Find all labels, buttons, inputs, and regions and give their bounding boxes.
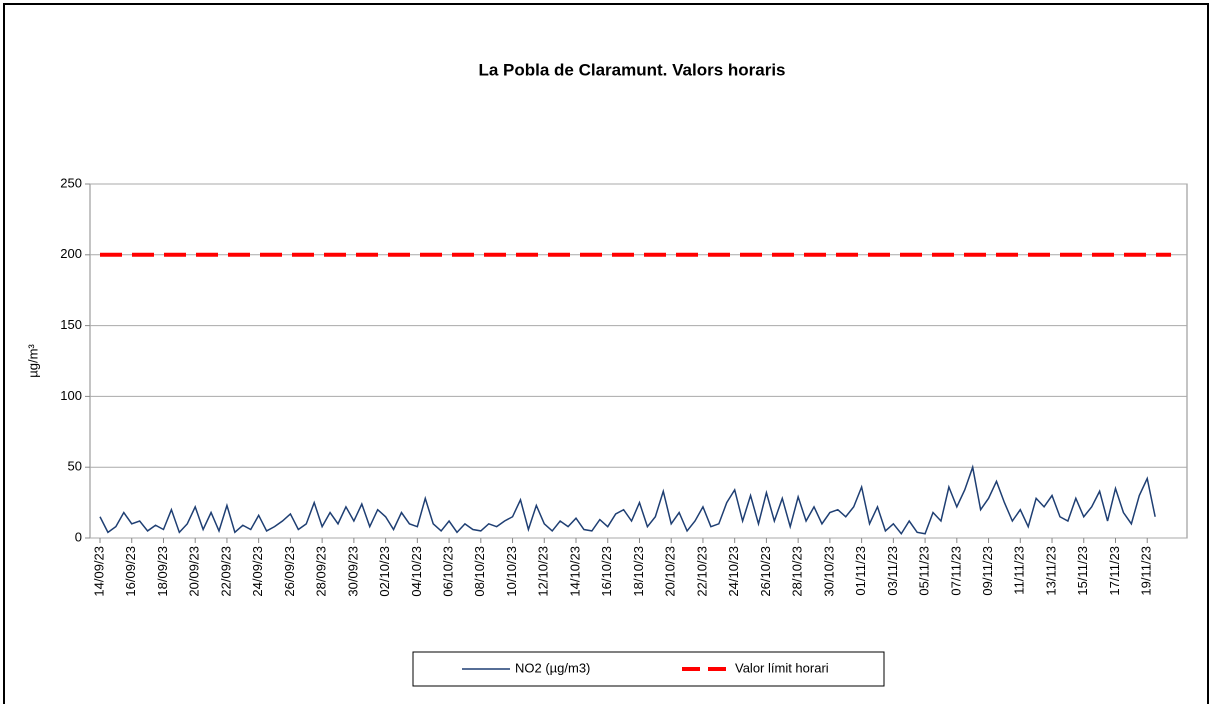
x-tick-label: 16/09/23 — [123, 546, 138, 597]
x-tick-label: 24/10/23 — [726, 546, 741, 597]
x-tick-label: 14/10/23 — [567, 546, 582, 597]
y-axis-label: µg/m³ — [25, 344, 40, 378]
x-tick-label: 30/10/23 — [821, 546, 836, 597]
x-tick-label: 04/10/23 — [409, 546, 424, 597]
x-tick-label: 02/10/23 — [377, 546, 392, 597]
plot-area — [89, 183, 1188, 539]
x-tick-label: 18/10/23 — [631, 546, 646, 597]
x-tick-label: 30/09/23 — [345, 546, 360, 597]
x-tick-label: 01/11/23 — [853, 546, 868, 596]
y-tick-label: 200 — [60, 246, 82, 261]
x-tick-label: 03/11/23 — [885, 546, 900, 596]
chart-title: La Pobla de Claramunt. Valors horaris — [478, 60, 785, 79]
x-tick-label: 12/10/23 — [536, 546, 551, 597]
x-tick-label: 11/11/23 — [1012, 546, 1027, 595]
x-tick-label: 09/11/23 — [980, 546, 995, 596]
x-tick-label: 18/09/23 — [155, 546, 170, 597]
y-tick-label: 50 — [68, 459, 82, 474]
x-tick-label: 26/09/23 — [282, 546, 297, 597]
x-tick-label: 07/11/23 — [948, 546, 963, 596]
legend-label: NO2 (µg/m3) — [515, 660, 590, 675]
x-tick-label: 15/11/23 — [1075, 546, 1090, 596]
series-line — [99, 464, 1156, 536]
x-tick-label: 13/11/23 — [1043, 546, 1058, 596]
y-tick-label: 150 — [60, 317, 82, 332]
x-tick-label: 19/11/23 — [1139, 546, 1154, 596]
x-tick-label: 08/10/23 — [472, 546, 487, 597]
x-tick-label: 28/10/23 — [790, 546, 805, 597]
x-tick-label: 06/10/23 — [441, 546, 456, 597]
x-tick-label: 16/10/23 — [599, 546, 614, 597]
y-tick-label: 100 — [60, 388, 82, 403]
x-tick-label: 05/11/23 — [917, 546, 932, 596]
x-tick-label: 20/09/23 — [187, 546, 202, 597]
x-tick-label: 26/10/23 — [758, 546, 773, 597]
x-tick-label: 28/09/23 — [314, 546, 329, 597]
x-tick-label: 24/09/23 — [250, 546, 265, 597]
x-tick-label: 14/09/23 — [91, 546, 106, 597]
y-tick-label: 0 — [75, 529, 82, 544]
y-tick-label: 250 — [60, 175, 82, 190]
x-tick-label: 10/10/23 — [504, 546, 519, 597]
legend-label: Valor límit horari — [735, 660, 829, 675]
x-tick-label: 22/10/23 — [694, 546, 709, 597]
x-tick-label: 22/09/23 — [218, 546, 233, 597]
x-tick-label: 20/10/23 — [663, 546, 678, 597]
x-tick-label: 17/11/23 — [1107, 546, 1122, 596]
